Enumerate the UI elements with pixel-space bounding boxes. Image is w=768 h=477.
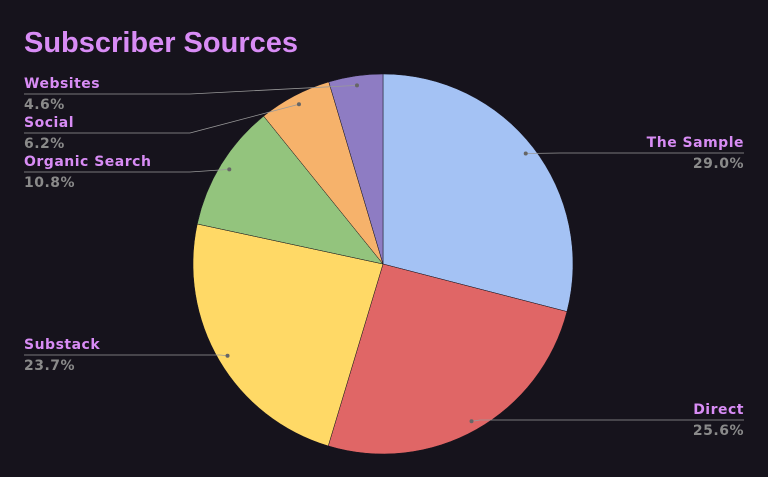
legend-label: Organic Search bbox=[24, 154, 151, 170]
pie-slice bbox=[192, 223, 384, 447]
value-label: 23.7% bbox=[24, 358, 75, 374]
value-label: 29.0% bbox=[693, 156, 744, 172]
pie-slice bbox=[328, 73, 384, 265]
value-label: 6.2% bbox=[24, 136, 65, 152]
leader-dot bbox=[225, 353, 230, 358]
leader-line bbox=[24, 103, 300, 134]
value-label: 10.8% bbox=[24, 175, 75, 191]
value-label: 4.6% bbox=[24, 97, 65, 113]
leader-line bbox=[471, 419, 744, 422]
pie-slice bbox=[196, 115, 384, 265]
pie-slice bbox=[327, 263, 568, 455]
legend-label: The Sample bbox=[647, 135, 744, 151]
legend-label: Substack bbox=[24, 337, 100, 353]
leader-dot bbox=[523, 151, 528, 156]
leader-dot bbox=[469, 419, 474, 424]
value-label: 25.6% bbox=[693, 423, 744, 439]
legend-label: Social bbox=[24, 115, 74, 131]
pie-slice bbox=[382, 73, 574, 312]
chart-title: Subscriber Sources bbox=[24, 27, 298, 59]
leader-dot bbox=[227, 167, 232, 172]
leader-line bbox=[24, 84, 358, 95]
leader-line bbox=[24, 168, 230, 173]
leader-line bbox=[24, 354, 228, 357]
leader-dot bbox=[354, 83, 359, 88]
leader-dot bbox=[296, 102, 301, 107]
legend-label: Direct bbox=[693, 402, 744, 418]
leader-line bbox=[525, 152, 744, 154]
legend-label: Websites bbox=[24, 76, 100, 92]
